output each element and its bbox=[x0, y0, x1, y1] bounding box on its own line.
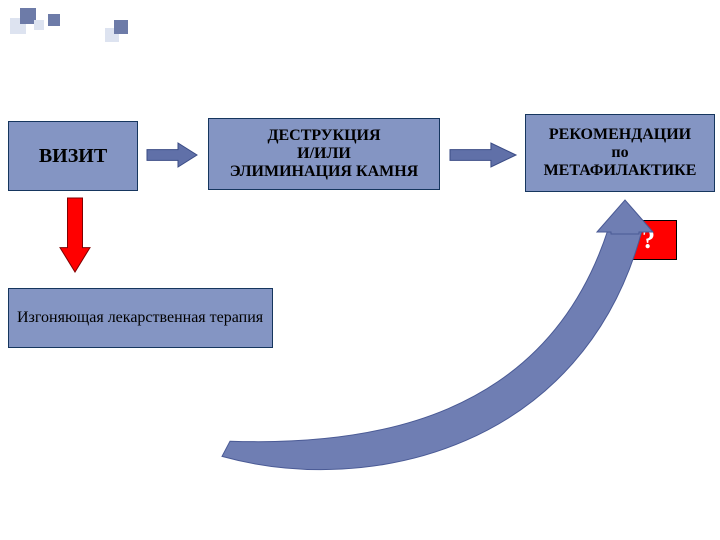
curve-therapy-to-question bbox=[0, 0, 720, 540]
